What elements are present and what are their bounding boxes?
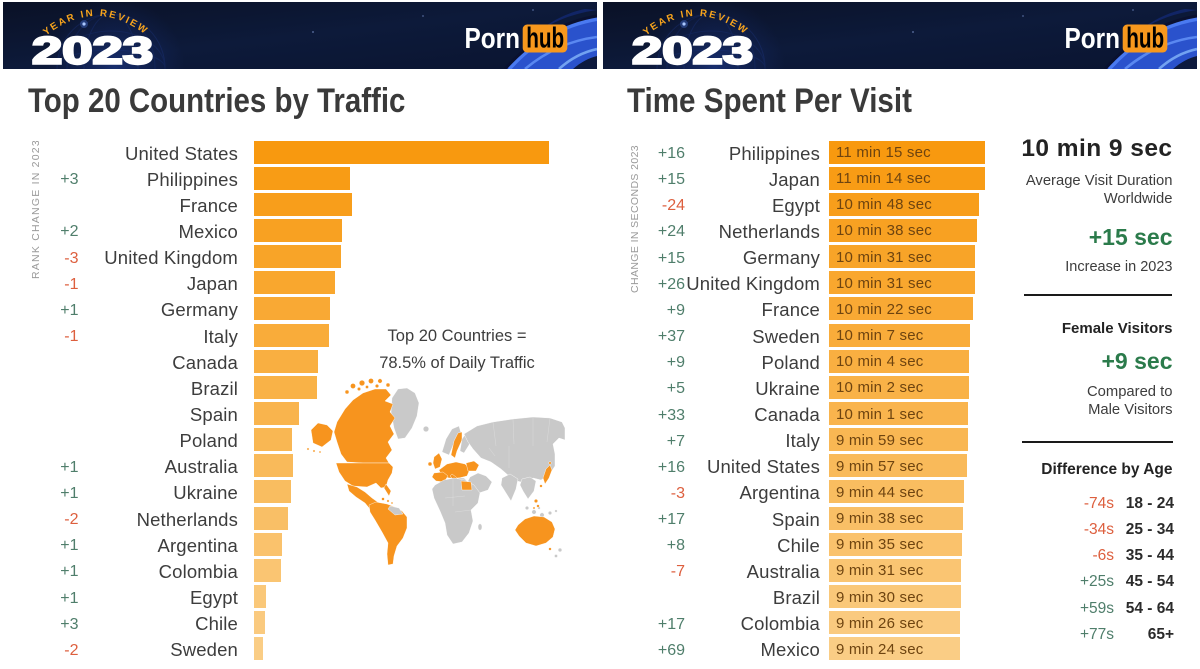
svg-text:2023: 2023	[32, 31, 153, 70]
svg-text:2023: 2023	[632, 31, 753, 70]
svg-text:Porn: Porn	[1065, 23, 1121, 55]
svg-text:hub: hub	[526, 23, 564, 55]
svg-text:Porn: Porn	[465, 23, 521, 55]
svg-text:hub: hub	[1126, 23, 1164, 55]
